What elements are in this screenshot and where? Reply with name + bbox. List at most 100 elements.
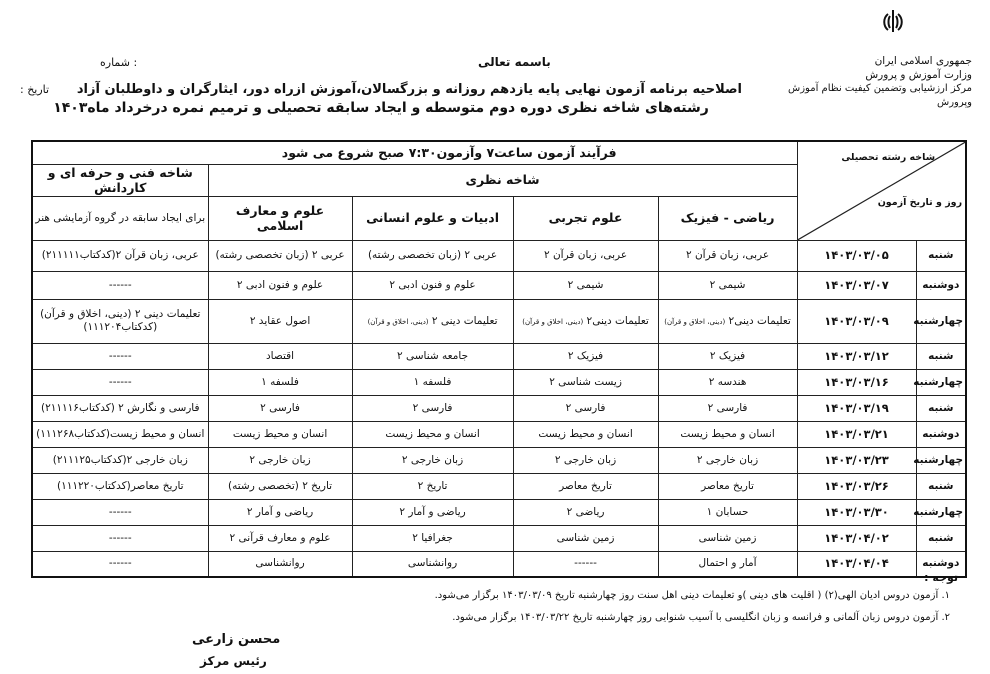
day-cell: دوشنبه xyxy=(915,270,967,300)
math-cell-text: زبان خارجی ۲ xyxy=(696,453,759,466)
literature-cell-text: فلسفه ۱ xyxy=(413,375,452,388)
math-cell-text: فیزیک ۲ xyxy=(709,349,746,362)
title-line-2: رشته‌های شاخه نظری دوره دوم متوسطه و ایج… xyxy=(53,100,709,116)
literature-cell: عربی ۲ (زبان تخصصی رشته) xyxy=(351,239,514,272)
literature-cell: فارسی ۲ xyxy=(351,394,514,422)
islamic-cell: انسان و محیط زیست xyxy=(207,420,353,448)
literature-cell-text: جامعه شناسی ۲ xyxy=(397,349,469,362)
day-cell: دوشنبه xyxy=(915,550,967,578)
day-cell-text: دوشنبه xyxy=(922,278,960,291)
experimental-cell: زمین شناسی xyxy=(512,524,659,552)
math-cell-text: تاریخ معاصر xyxy=(701,479,754,492)
experimental-cell-text: شیمی ۲ xyxy=(567,278,604,291)
corner-header: شاخه رشته تحصیلی روز و تاریخ آزمون xyxy=(796,140,967,241)
date-cell-text: ۱۴۰۳/۰۳/۲۳ xyxy=(824,452,889,467)
literature-cell-subtext: (دینی، اخلاق و قرآن) xyxy=(367,317,429,326)
experimental-cell-text: ریاضی ۲ xyxy=(566,505,605,518)
islamic-cell: اقتصاد xyxy=(207,342,353,370)
technical-cell-text: انسان و محیط زیست(کدکتاب۱۱۱۲۶۸) xyxy=(36,427,205,440)
experimental-cell: تعلیمات دینی۲ (دینی، اخلاق و قرآن) xyxy=(512,298,659,344)
literature-cell: علوم و فنون ادبی ۲ xyxy=(351,270,514,300)
technical-cell-text: ------ xyxy=(108,278,132,291)
math-cell: فارسی ۲ xyxy=(657,394,798,422)
day-cell-text: شنبه xyxy=(928,349,954,362)
islamic-cell-text: فلسفه ۱ xyxy=(261,375,299,388)
islamic-cell-text: انسان و محیط زیست xyxy=(232,427,328,440)
literature-cell-text: تاریخ ۲ xyxy=(417,479,448,492)
technical-cell: فارسی و نگارش ۲ (کدکتاب۲۱۱۱۱۶) xyxy=(31,394,209,422)
col-literature: ادبیات و علوم انسانی xyxy=(351,195,514,241)
literature-cell-text: عربی ۲ (زبان تخصصی رشته) xyxy=(367,249,498,262)
experimental-cell-text: زبان خارجی ۲ xyxy=(554,453,617,466)
math-cell: زمین شناسی xyxy=(657,524,798,552)
corner-top-label: شاخه رشته تحصیلی xyxy=(841,152,936,163)
literature-cell-text: تعلیمات دینی ۲ xyxy=(431,314,498,327)
literature-cell-text: ریاضی و آمار ۲ xyxy=(399,505,466,518)
experimental-cell: زیست شناسی ۲ xyxy=(512,368,659,396)
experimental-cell: عربی، زبان قرآن ۲ xyxy=(512,239,659,272)
day-cell-text: چهارشنبه xyxy=(913,375,964,388)
table-row: چهارشنبه ۱۴۰۳/۰۳/۱۶ هندسه ۲ زیست شناسی ۲ فلس… xyxy=(31,368,967,396)
math-cell-subtext: (دینی، اخلاق و قرآن) xyxy=(664,317,726,326)
experimental-cell: فیزیک ۲ xyxy=(512,342,659,370)
technical-branch-header: شاخه فنی و حرفه ای و کاردانش xyxy=(31,163,209,197)
technical-cell-text: زبان خارجی ۲(کدکتاب۲۱۱۱۲۵) xyxy=(52,453,188,466)
islamic-cell: زبان خارجی ۲ xyxy=(207,446,353,474)
technical-sub: برای ایجاد سابقه در گروه آزمایشی هنر xyxy=(31,195,209,241)
date-cell: ۱۴۰۳/۰۴/۰۴ xyxy=(796,550,917,578)
technical-cell-text: عربی، زبان قرآن ۲(کدکتاب۲۱۱۱۱۱) xyxy=(41,249,199,262)
experimental-cell-text: عربی، زبان قرآن ۲ xyxy=(543,249,628,262)
technical-cell-text: ------ xyxy=(108,505,132,518)
signature-title: رئیس مرکز xyxy=(200,654,267,668)
math-cell-text: تعلیمات دینی۲ xyxy=(728,314,791,327)
math-cell-text: حسابان ۱ xyxy=(706,505,749,518)
technical-cell: عربی، زبان قرآن ۲(کدکتاب۲۱۱۱۱۱) xyxy=(31,239,209,272)
experimental-cell-text: تاریخ معاصر xyxy=(559,479,612,492)
exam-schedule-table: شاخه رشته تحصیلی روز و تاریخ آزمون فرآین… xyxy=(31,140,968,579)
experimental-cell: ------ xyxy=(512,550,659,578)
islamic-cell: علوم و فنون ادبی ۲ xyxy=(207,270,353,300)
experimental-cell: تاریخ معاصر xyxy=(512,472,659,500)
islamic-cell-text: روانشناسی xyxy=(255,557,305,570)
day-cell-text: چهارشنبه xyxy=(913,505,964,518)
math-cell-text: انسان و محیط زیست xyxy=(680,427,775,440)
day-cell-text: شنبه xyxy=(928,531,954,544)
date-cell-text: ۱۴۰۳/۰۳/۱۶ xyxy=(824,374,889,389)
islamic-cell-text: علوم و فنون ادبی ۲ xyxy=(236,278,324,291)
islamic-cell: فارسی ۲ xyxy=(207,394,353,422)
theoretical-branch-header: شاخه نظری xyxy=(207,163,798,197)
date-cell: ۱۴۰۳/۰۳/۰۵ xyxy=(796,239,917,272)
table-row: شنبه ۱۴۰۳/۰۳/۱۲ فیزیک ۲ فیزیک ۲ جامعه شناسی … xyxy=(31,342,967,370)
date-cell: ۱۴۰۳/۰۳/۱۹ xyxy=(796,394,917,422)
experimental-cell: فارسی ۲ xyxy=(512,394,659,422)
day-cell: شنبه xyxy=(915,394,967,422)
literature-cell: زبان خارجی ۲ xyxy=(351,446,514,474)
experimental-cell: زبان خارجی ۲ xyxy=(512,446,659,474)
day-cell: شنبه xyxy=(915,239,967,272)
literature-cell: ریاضی و آمار ۲ xyxy=(351,498,514,526)
islamic-cell: تاریخ ۲ (تخصصی رشته) xyxy=(207,472,353,500)
experimental-cell-subtext: (دینی، اخلاق و قرآن) xyxy=(522,317,584,326)
literature-cell-text: انسان و محیط زیست xyxy=(385,427,480,440)
math-cell-text: زمین شناسی xyxy=(698,531,757,544)
org-line-1: جمهوری اسلامی ایران xyxy=(874,55,972,67)
table-row: شنبه ۱۴۰۳/۰۳/۱۹ فارسی ۲ فارسی ۲ فارسی ۲ فارسی… xyxy=(31,394,967,422)
math-cell: انسان و محیط زیست xyxy=(657,420,798,448)
date-cell: ۱۴۰۳/۰۴/۰۲ xyxy=(796,524,917,552)
iran-emblem-icon xyxy=(878,6,908,36)
day-cell-text: دوشنبه xyxy=(922,557,960,570)
experimental-cell-text: زمین شناسی xyxy=(556,531,615,544)
islamic-cell-text: ریاضی و آمار ۲ xyxy=(246,505,314,518)
org-block: جمهوری اسلامی ایران وزارت آموزش و پرورش … xyxy=(750,54,972,109)
islamic-cell: فلسفه ۱ xyxy=(207,368,353,396)
technical-cell: ------ xyxy=(31,270,209,300)
table-row: چهارشنبه ۱۴۰۳/۰۳/۰۹ تعلیمات دینی۲ (دینی، ا… xyxy=(31,298,967,344)
islamic-cell: اصول عقاید ۲ xyxy=(207,298,353,344)
technical-cell-text: ------ xyxy=(108,375,132,388)
corner-bottom-label: روز و تاریخ آزمون xyxy=(877,197,963,208)
date-cell: ۱۴۰۳/۰۳/۰۹ xyxy=(796,298,917,344)
experimental-cell: شیمی ۲ xyxy=(512,270,659,300)
col-islamic: علوم و معارف اسلامی xyxy=(207,195,353,241)
day-cell: دوشنبه xyxy=(915,420,967,448)
note-1: ۱. آزمون دروس ادیان الهی(۲) ( اقلیت های … xyxy=(434,590,950,601)
